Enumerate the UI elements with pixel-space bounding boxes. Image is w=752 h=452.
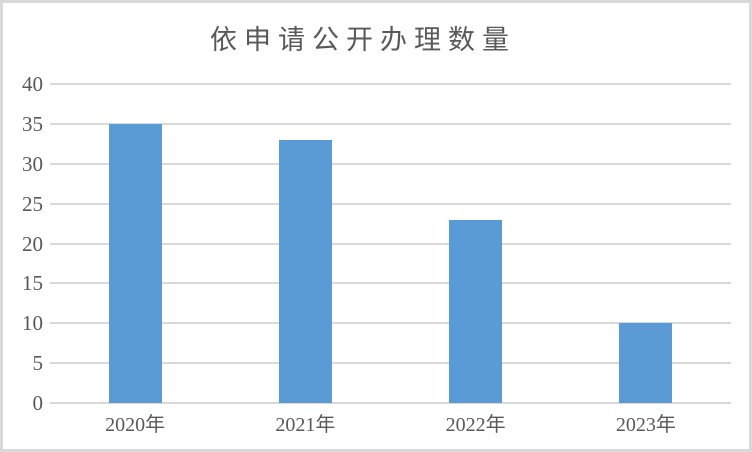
y-axis-tick-label: 40	[22, 72, 43, 96]
y-axis-tick-label: 35	[22, 111, 43, 136]
chart-title: 依申请公开办理数量	[210, 25, 516, 55]
y-axis-tick-label: 30	[22, 151, 43, 176]
gridline	[50, 282, 731, 285]
bar-2021年	[278, 139, 332, 403]
x-axis-line	[50, 402, 731, 404]
plot-area: 0 5 10 15 20 25 30 35 40 2020年 2021年 2022年 2023年	[3, 3, 749, 449]
y-axis-tick-label: 10	[22, 311, 43, 336]
gridline	[50, 242, 731, 245]
y-axis-tick-label: 20	[22, 231, 43, 256]
x-axis-tick-label: 2023年	[615, 414, 676, 436]
y-axis-tick-label: 15	[22, 271, 43, 296]
bar-2022年	[449, 219, 503, 403]
y-axis-tick-label: 0	[32, 391, 44, 415]
gridline	[50, 362, 731, 365]
gridline	[50, 83, 731, 85]
bar-2020年	[108, 123, 162, 403]
y-axis-tick-label: 5	[32, 351, 44, 376]
gridline	[50, 322, 731, 325]
y-axis-tick-label: 25	[22, 191, 43, 216]
bar-2023年	[619, 323, 673, 403]
gridline	[50, 202, 731, 205]
gridline	[50, 122, 731, 125]
x-axis-tick-label: 2022年	[445, 414, 506, 436]
x-axis-tick-label: 2021年	[275, 414, 336, 436]
gridline	[50, 162, 731, 165]
x-axis-tick-label: 2020年	[105, 414, 166, 436]
